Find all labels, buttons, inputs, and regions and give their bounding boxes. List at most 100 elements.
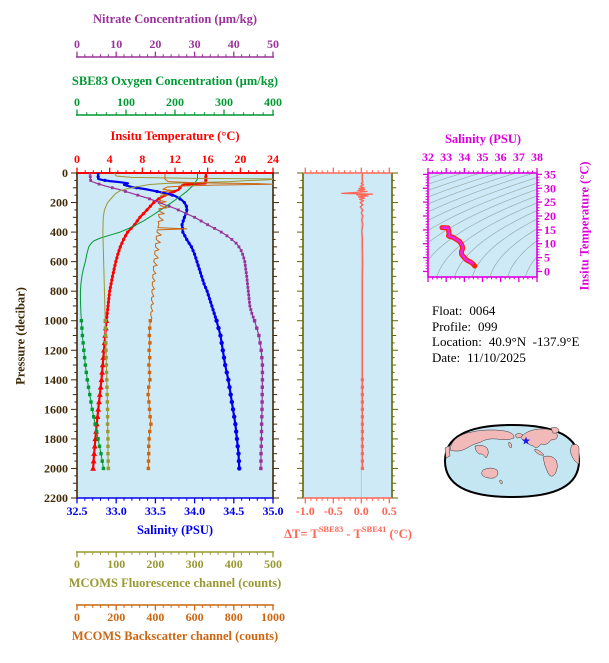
oxygen-axis-title: SBE83 Oxygen Concentration (µm/kg) — [71, 74, 279, 88]
tick-label: 400 — [264, 95, 282, 109]
tick-label: 37 — [513, 150, 525, 164]
backscatter-axis-title: MCOMS Backscatter channel (counts) — [71, 629, 279, 643]
profile-nitrate — [88, 173, 265, 471]
main-plot-background — [77, 173, 273, 498]
delta-t-plot-background — [303, 173, 392, 498]
tick-label: 100 — [117, 95, 135, 109]
date-value: 11/10/2025 — [467, 349, 526, 365]
tick-label: 12 — [169, 152, 181, 166]
float-location-star — [521, 436, 531, 445]
profile-backscatter — [146, 173, 273, 471]
tick-label: 800 — [225, 610, 243, 624]
tick-label: 20 — [149, 37, 161, 51]
tick-label: 1800 — [44, 432, 68, 446]
pressure-axis-title: Pressure (decibar) — [13, 287, 28, 385]
tick-label: 400 — [146, 610, 164, 624]
tick-label: 32.5 — [67, 504, 88, 518]
profile-temperature — [90, 173, 208, 471]
tick-label: 1200 — [44, 343, 68, 357]
location-value: 40.9°N -137.9°E — [488, 334, 580, 350]
temperature-axis: 0 4 8 12 16 20 24 — [74, 152, 279, 174]
profile-row: Profile: 099 — [432, 319, 579, 335]
tick-label: 600 — [50, 255, 68, 269]
tick-label: 16 — [202, 152, 214, 166]
delta-t-title-sup2: SBE41 — [361, 524, 387, 534]
date-row: Date: 11/10/2025 — [432, 350, 579, 366]
profile-salinity — [96, 173, 242, 471]
tick-label: 0.0 — [354, 504, 369, 518]
nitrate-axis: 0 10 20 30 40 50 — [74, 37, 279, 58]
tick-label: 5 — [544, 251, 550, 265]
tick-label: 300 — [215, 95, 233, 109]
tick-label: 0.5 — [382, 504, 397, 518]
tick-label: 1000 — [261, 610, 285, 624]
tick-label: 100 — [107, 557, 125, 571]
tick-label: 38 — [531, 150, 543, 164]
date-label: Date: — [432, 349, 461, 365]
map-landmasses — [444, 427, 580, 485]
tick-label: 32 — [422, 150, 434, 164]
tick-label: 800 — [50, 284, 68, 298]
tick-label: 4 — [107, 152, 113, 166]
backscatter-axis: 0 200 400 600 800 1000 — [74, 604, 285, 624]
tick-label: 0 — [62, 166, 68, 180]
tick-label: 1400 — [44, 373, 68, 387]
profile-label: Profile: — [432, 318, 471, 334]
tick-label: 30 — [544, 181, 556, 195]
tick-label: 24 — [267, 152, 279, 166]
fluorescence-axis: 0 100 200 300 400 500 — [74, 551, 282, 571]
tick-label: 8 — [139, 152, 145, 166]
float-info: Float: 0064 Profile: 099 Location: 40.9°N -… — [432, 303, 579, 365]
delta-t-axis-title: ΔT= TSBE83 - TSBE41 (°C) — [284, 524, 412, 542]
tick-label: 200 — [50, 196, 68, 210]
delta-t-title-mid: - T — [343, 527, 362, 542]
tick-label: 25 — [544, 195, 556, 209]
tick-label: 15 — [544, 223, 556, 237]
tick-label: 20 — [544, 209, 556, 223]
tick-label: 35 — [544, 167, 556, 181]
pressure-axis-left: 0 200 400 600 800 1000 1200 1400 1600 1800 2000 220… — [44, 166, 78, 505]
tick-label: 40 — [228, 37, 240, 51]
world-map — [443, 423, 581, 499]
pressure-axis-right — [272, 172, 279, 499]
nitrate-axis-title: Nitrate Concentration (µm/kg) — [92, 12, 258, 26]
tick-label: 0 — [74, 557, 80, 571]
tick-label: 35.0 — [263, 504, 284, 518]
salinity-axis-title: Salinity (PSU) — [136, 523, 214, 537]
tick-label: 0 — [74, 152, 80, 166]
tick-label: 0 — [74, 95, 80, 109]
ts-diagram-temperature-title: Insitu Temperature (°C) — [577, 161, 592, 291]
tick-label: 2000 — [44, 461, 68, 475]
delta-t-pressure-axis-right — [391, 172, 398, 499]
profile-value: 099 — [478, 318, 498, 334]
tick-label: 35 — [477, 150, 489, 164]
delta-t-curve — [341, 173, 374, 471]
float-id-row: Float: 0064 — [432, 303, 579, 319]
tick-label: -1.0 — [296, 504, 315, 518]
delta-t-title-pre: ΔT= T — [284, 527, 319, 542]
tick-label: 50 — [267, 37, 279, 51]
tick-label: 600 — [186, 610, 204, 624]
fluorescence-axis-title: MCOMS Fluorescence channel (counts) — [68, 576, 282, 590]
tick-label: 0 — [544, 264, 550, 278]
tick-label: 34.0 — [184, 504, 205, 518]
location-row: Location: 40.9°N -137.9°E — [432, 334, 579, 350]
tick-label: 400 — [225, 557, 243, 571]
delta-t-pressure-axis-left — [297, 172, 304, 499]
tick-label: 33.0 — [106, 504, 127, 518]
temperature-axis-title: Insitu Temperature (°C) — [110, 129, 240, 143]
tick-label: 1000 — [44, 314, 68, 328]
delta-t-title-post: (°C) — [386, 527, 412, 542]
tick-label: 500 — [264, 557, 282, 571]
salinity-axis: 32.5 33.0 33.5 34.0 34.5 35.0 — [67, 497, 284, 518]
tick-label: 0 — [74, 610, 80, 624]
tick-label: 400 — [50, 225, 68, 239]
tick-label: 200 — [107, 610, 125, 624]
oxygen-axis: 0 100 200 300 400 — [74, 95, 282, 116]
delta-t-axis: -1.0 -0.5 0.0 0.5 — [296, 167, 397, 518]
tick-label: 33.5 — [145, 504, 166, 518]
ts-diagram-salinity-title: Salinity (PSU) — [444, 132, 522, 146]
tick-label: -0.5 — [324, 504, 343, 518]
